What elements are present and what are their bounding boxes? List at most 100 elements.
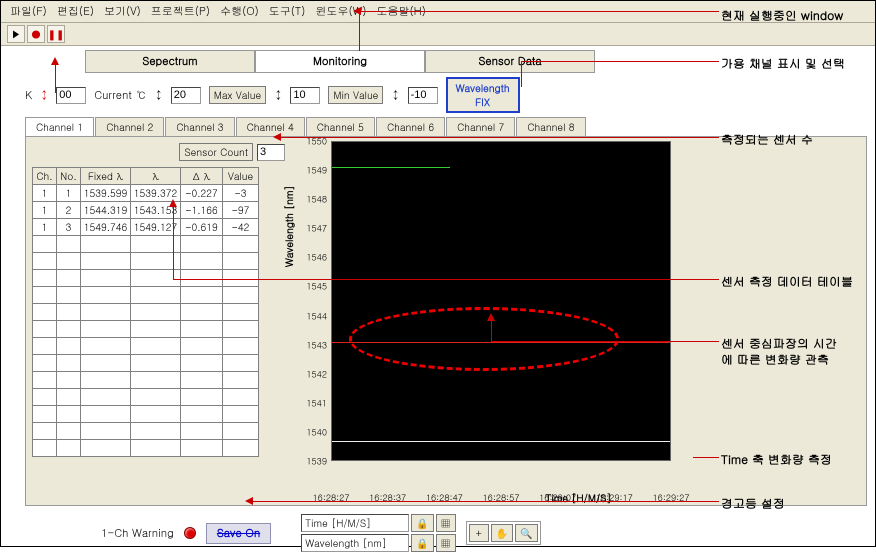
channel-tab-5[interactable]: Channel 5: [306, 117, 375, 136]
table-cell: [81, 236, 131, 253]
table-cell: 1: [33, 185, 57, 202]
sensor-count-value[interactable]: [257, 144, 285, 161]
x-axis-selector[interactable]: Time [H/M/S]: [301, 514, 409, 532]
min-value-input[interactable]: [408, 87, 438, 104]
table-cell: [181, 287, 223, 304]
table-cell: [57, 236, 81, 253]
pause-button[interactable]: ❚❚: [47, 25, 65, 43]
table-row: [33, 236, 259, 253]
x-tick: 16:28:27: [312, 491, 349, 504]
anno-line-4: [173, 279, 719, 280]
channel-tab-8[interactable]: Channel 8: [516, 117, 585, 136]
y-tick: 1541: [306, 396, 327, 409]
table-cell: [33, 423, 57, 440]
table-cell: [223, 423, 259, 440]
max-value-input[interactable]: [290, 87, 320, 104]
table-cell: [81, 304, 131, 321]
table-cell: [223, 304, 259, 321]
sensor-data-table: Ch. No. Fixed λ λ Δ λ Value 111539.59915…: [32, 167, 259, 457]
anno-sensor-count: 측정되는 센서 수: [721, 131, 813, 148]
zoom-icon[interactable]: 🔍: [515, 524, 537, 542]
anno-line-5: [491, 341, 719, 342]
wavelength-fix-button[interactable]: Wavelength FIX: [446, 77, 520, 113]
table-cell: [223, 389, 259, 406]
table-cell: [181, 440, 223, 457]
zoom-plus-icon[interactable]: ＋: [469, 524, 489, 542]
channel-tab-4[interactable]: Channel 4: [236, 117, 305, 136]
min-updown-icon[interactable]: ↕: [391, 88, 399, 103]
table-row[interactable]: 131549.7461549.127-0.619-42: [33, 219, 259, 236]
min-value-label: Min Value: [328, 86, 383, 104]
table-cell: [181, 406, 223, 423]
table-cell: [57, 389, 81, 406]
channel-tab-6[interactable]: Channel 6: [376, 117, 445, 136]
anno-line-7: [251, 501, 719, 502]
bottom-row: 1-Ch Warning Save On Time [H/M/S] 🔒 ▦ Wa…: [1, 506, 875, 552]
table-cell: [57, 287, 81, 304]
menu-edit[interactable]: 편집(E): [54, 3, 97, 20]
table-cell: [131, 355, 181, 372]
table-cell: -0.619: [181, 219, 223, 236]
table-row: [33, 389, 259, 406]
table-row: [33, 287, 259, 304]
menu-view[interactable]: 보기(V): [101, 3, 144, 20]
menu-tool[interactable]: 도구(T): [266, 3, 309, 20]
tab-monitoring[interactable]: Monitoring: [255, 50, 425, 73]
table-cell: [181, 304, 223, 321]
y-axis: Wavelength [nm] 155015491548154715461545…: [297, 141, 329, 461]
save-on-button[interactable]: Save On: [206, 523, 271, 544]
arrow-icon: [487, 313, 495, 321]
channel-tab-1[interactable]: Channel 1: [25, 117, 94, 136]
table-cell: [181, 355, 223, 372]
current-c-updown-icon[interactable]: ↕: [154, 88, 162, 103]
k-updown-icon[interactable]: ↕: [40, 88, 48, 103]
x-lock-icon[interactable]: 🔒: [411, 514, 433, 532]
record-button[interactable]: ●: [27, 25, 45, 43]
table-row[interactable]: 111539.5991539.372-0.227-3: [33, 185, 259, 202]
y-lock-icon[interactable]: 🔒: [411, 534, 433, 552]
anno-time-axis: Time 축 변화량 측정: [721, 451, 832, 468]
pan-hand-icon[interactable]: ✋: [491, 524, 513, 542]
table-row[interactable]: 121544.3191543.153-1.166-97: [33, 202, 259, 219]
table-cell: [81, 440, 131, 457]
sensor-count-label: Sensor Count: [179, 143, 253, 161]
menu-project[interactable]: 프로젝트(P): [148, 3, 213, 20]
max-updown-icon[interactable]: ↕: [274, 88, 282, 103]
table-header-row: Ch. No. Fixed λ λ Δ λ Value: [33, 168, 259, 185]
x-grid-icon[interactable]: ▦: [436, 514, 456, 532]
table-cell: [131, 389, 181, 406]
table-cell: [57, 304, 81, 321]
menu-run[interactable]: 수행(O): [217, 3, 262, 20]
chart-plot[interactable]: [331, 141, 671, 461]
table-row: [33, 372, 259, 389]
table-cell: [81, 321, 131, 338]
arrow-icon: [51, 57, 59, 65]
warning-label: 1-Ch Warning: [101, 526, 174, 541]
anno-vline-2: [521, 61, 522, 87]
channel-tab-7[interactable]: Channel 7: [446, 117, 515, 136]
x-tick: 16:29:27: [652, 491, 689, 504]
th-no: No.: [57, 168, 81, 185]
menu-file[interactable]: 파일(F): [7, 3, 50, 20]
channel-tab-2[interactable]: Channel 2: [95, 117, 164, 136]
table-cell: [81, 270, 131, 287]
table-cell: [181, 270, 223, 287]
chart-area: Wavelength [nm] 155015491548154715461545…: [291, 137, 866, 505]
table-cell: [223, 287, 259, 304]
table-cell: -1.166: [181, 202, 223, 219]
anno-vline-k: [55, 63, 56, 93]
y-axis-selector[interactable]: Wavelength [nm]: [301, 534, 409, 552]
table-row: [33, 423, 259, 440]
tab-spectrum[interactable]: Sepectrum: [85, 50, 255, 73]
anno-warning: 경고등 설정: [721, 495, 785, 512]
play-button[interactable]: ▶: [7, 25, 25, 43]
channel-tab-3[interactable]: Channel 3: [165, 117, 234, 136]
current-c-input[interactable]: [171, 87, 201, 104]
trace-green: [332, 167, 450, 168]
table-cell: 1: [33, 202, 57, 219]
y-grid-icon[interactable]: ▦: [436, 534, 456, 552]
current-c-label: Current ℃: [94, 88, 146, 103]
table-cell: [181, 321, 223, 338]
table-cell: [33, 270, 57, 287]
k-input[interactable]: [56, 87, 86, 104]
